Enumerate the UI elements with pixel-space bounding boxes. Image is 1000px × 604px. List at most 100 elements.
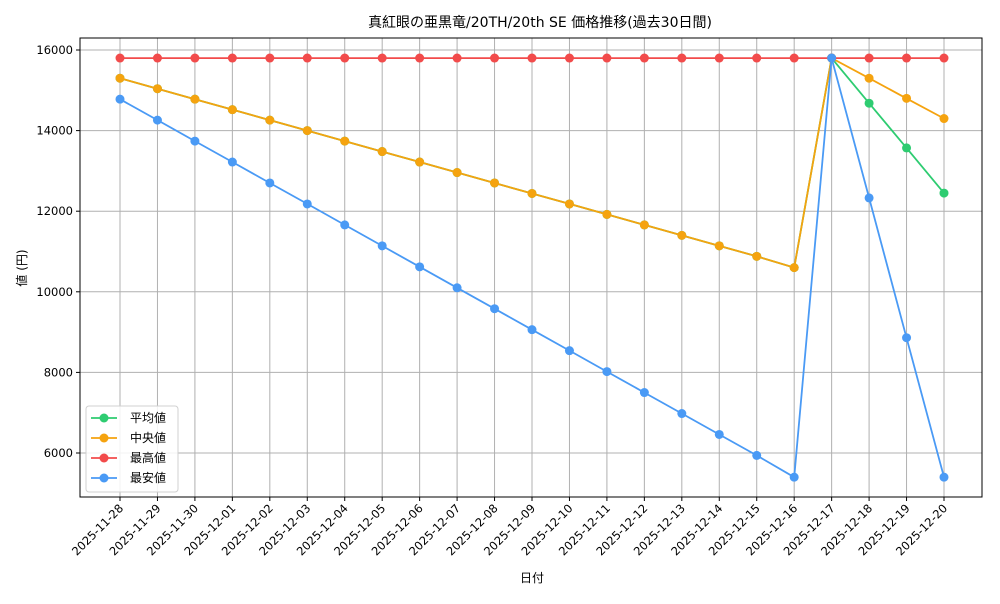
x-axis-label: 日付 — [520, 571, 544, 585]
data-point — [302, 53, 312, 63]
data-point — [340, 220, 350, 230]
legend-box — [85, 405, 179, 493]
y-tick-label: 12000 — [36, 204, 73, 218]
data-point — [227, 105, 237, 115]
data-point — [752, 53, 762, 63]
y-tick-label: 8000 — [44, 365, 73, 379]
data-point — [827, 53, 837, 63]
data-point — [789, 263, 799, 273]
y-axis-ticks: 6000 8000 10000 12000 14000 16000 — [36, 43, 80, 460]
data-point — [227, 53, 237, 63]
data-point — [939, 53, 949, 63]
data-point — [340, 53, 350, 63]
data-point — [152, 115, 162, 125]
data-point — [452, 168, 462, 178]
data-point — [265, 53, 275, 63]
plot-frame — [79, 37, 983, 498]
data-point — [714, 53, 724, 63]
data-point — [752, 251, 762, 261]
y-tick-label: 14000 — [36, 124, 73, 138]
data-point — [939, 188, 949, 198]
data-point — [864, 53, 874, 63]
data-point — [602, 367, 612, 377]
data-point — [902, 93, 912, 103]
data-point — [527, 53, 537, 63]
data-point — [714, 429, 724, 439]
data-point — [452, 283, 462, 293]
legend-marker-icon — [99, 413, 109, 423]
data-point — [115, 53, 125, 63]
data-point — [115, 94, 125, 104]
data-point — [265, 115, 275, 125]
data-point — [864, 73, 874, 83]
legend-label: 最高値 — [130, 450, 166, 465]
data-point — [789, 472, 799, 482]
y-tick-label: 10000 — [36, 285, 73, 299]
legend-item: 平均値 — [91, 410, 166, 425]
data-point — [490, 304, 500, 314]
data-point — [714, 241, 724, 251]
data-point — [677, 230, 687, 240]
legend-label: 中央値 — [130, 430, 166, 445]
data-point — [789, 53, 799, 63]
data-point — [452, 53, 462, 63]
data-point — [602, 209, 612, 219]
data-point — [564, 53, 574, 63]
data-point — [152, 53, 162, 63]
legend-item: 最安値 — [91, 470, 166, 485]
data-point — [152, 84, 162, 94]
data-point — [527, 325, 537, 335]
data-point — [190, 136, 200, 146]
data-point — [752, 450, 762, 460]
chart-title: 真紅眼の亜黒竜/20TH/20th SE 価格推移(過去30日間) — [368, 14, 712, 31]
y-tick-label: 6000 — [44, 446, 73, 460]
data-point — [677, 53, 687, 63]
data-point — [302, 126, 312, 136]
data-point — [902, 333, 912, 343]
data-point — [639, 388, 649, 398]
data-point — [639, 220, 649, 230]
data-point — [340, 136, 350, 146]
data-point — [564, 346, 574, 356]
data-point — [377, 241, 387, 251]
y-tick-label: 16000 — [36, 43, 73, 57]
legend-label: 平均値 — [130, 410, 166, 425]
data-point — [377, 53, 387, 63]
data-point — [639, 53, 649, 63]
data-point — [902, 53, 912, 63]
data-point — [602, 53, 612, 63]
data-point — [864, 98, 874, 108]
data-point — [415, 157, 425, 167]
series-2 — [115, 53, 949, 63]
series-3 — [115, 53, 949, 482]
series-layer — [115, 53, 949, 482]
data-point — [939, 472, 949, 482]
data-point — [677, 409, 687, 419]
data-point — [190, 53, 200, 63]
data-point — [490, 53, 500, 63]
legend-marker-icon — [99, 473, 109, 483]
legend-item: 中央値 — [91, 430, 166, 445]
data-point — [190, 94, 200, 104]
data-point — [902, 143, 912, 153]
legend-marker-icon — [99, 433, 109, 443]
data-point — [302, 199, 312, 209]
data-point — [415, 53, 425, 63]
legend-item: 最高値 — [91, 450, 166, 465]
legend-label: 最安値 — [130, 470, 166, 485]
data-point — [864, 193, 874, 203]
y-axis-label: 値 (円) — [14, 249, 29, 286]
series-1 — [115, 53, 949, 273]
data-point — [564, 199, 574, 209]
legend-marker-icon — [99, 453, 109, 463]
data-point — [377, 147, 387, 157]
data-point — [265, 178, 275, 188]
grid-lines — [80, 38, 982, 497]
data-point — [527, 188, 537, 198]
data-point — [490, 178, 500, 188]
data-point — [415, 262, 425, 272]
data-point — [939, 114, 949, 124]
